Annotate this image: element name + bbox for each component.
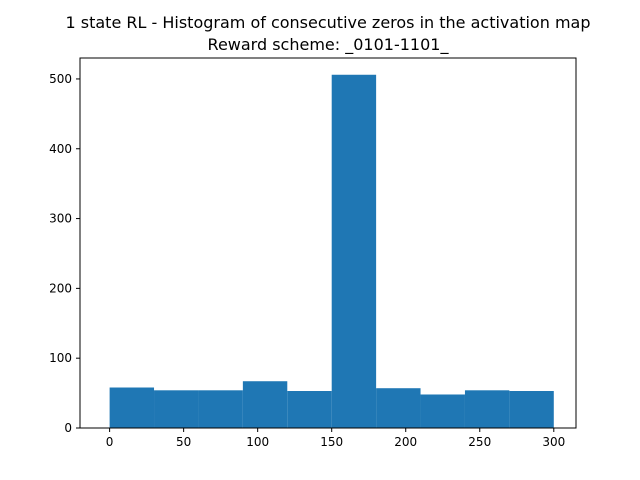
y-axis-ticks: 0 100 200 300 400 500: [49, 72, 80, 435]
y-tick-label: 200: [49, 281, 72, 295]
histogram-bar-4: [287, 391, 332, 428]
plot-frame: [79, 57, 577, 429]
x-tick-label: 50: [176, 435, 191, 449]
x-tick-label: 100: [246, 435, 269, 449]
x-tick-label: 250: [468, 435, 491, 449]
histogram-bar-5: [331, 74, 377, 429]
x-tick-label: 200: [394, 435, 417, 449]
x-tick-label: 0: [106, 435, 114, 449]
y-tick-label: 100: [49, 351, 72, 365]
histogram-bar-1: [154, 390, 199, 428]
histogram-bar-2: [198, 390, 243, 428]
y-tick-label: 400: [49, 142, 72, 156]
y-tick-label: 0: [64, 421, 72, 435]
histogram-bar-8: [464, 390, 510, 428]
histogram-bar-7: [420, 394, 465, 428]
chart-title: 1 state RL - Histogram of consecutive ze…: [66, 13, 591, 32]
histogram-bar-0: [109, 387, 155, 428]
x-axis-ticks: 0 50 100 150 200 250 300: [106, 428, 565, 449]
histogram-bar-9: [509, 391, 554, 428]
x-tick-label: 150: [320, 435, 343, 449]
chart-subtitle: Reward scheme: _0101-1101_: [208, 35, 450, 55]
histogram-bar-3: [242, 381, 288, 428]
y-tick-label: 300: [49, 212, 72, 226]
histogram-bar-6: [376, 388, 421, 428]
histogram-bars: [109, 74, 554, 429]
y-tick-label: 500: [49, 72, 72, 86]
x-tick-label: 300: [542, 435, 565, 449]
